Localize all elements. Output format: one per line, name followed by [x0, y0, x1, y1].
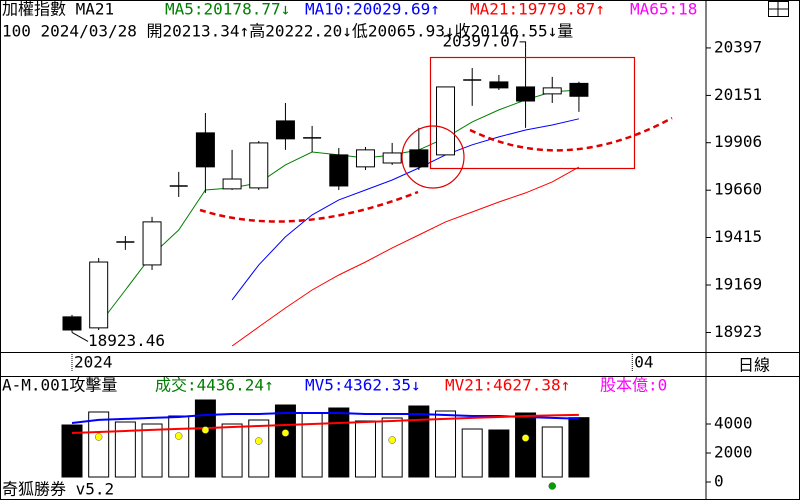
ma-line	[71, 412, 579, 424]
chart-title: 加權指數 MA21	[2, 0, 114, 19]
candle-body	[355, 149, 375, 168]
volume-bar	[488, 429, 510, 478]
y-tick-label: 20151	[714, 85, 762, 104]
volume-bar	[515, 412, 537, 478]
volume-bar	[541, 426, 563, 478]
volume-bar	[354, 420, 376, 478]
footer: 奇狐勝券 v5.2	[2, 480, 114, 499]
grid-icon[interactable]	[768, 1, 789, 17]
highlight-box	[429, 56, 636, 170]
signal-dot	[388, 436, 396, 444]
candle-body	[382, 152, 402, 164]
candle-body	[489, 81, 509, 89]
volume-bar	[274, 404, 296, 478]
candle-body	[195, 132, 215, 168]
signal-dot	[201, 426, 210, 434]
y-tick-label: 19415	[714, 227, 762, 246]
candle-body	[516, 86, 536, 102]
volume-bar	[461, 428, 483, 478]
signal-dot	[94, 433, 103, 441]
legend-entry: MA21:19779.87↑	[470, 0, 605, 19]
y-tick-label: 19906	[714, 132, 762, 151]
legend-entry: MA65:18	[630, 0, 697, 19]
candle-body	[142, 221, 162, 266]
y-tick-label: 18923	[714, 322, 762, 341]
volume-bar	[61, 424, 83, 478]
x-tick-label: 2024	[74, 353, 113, 372]
ma-line	[231, 166, 580, 347]
legend-entry: MV21:4627.38↑	[445, 376, 570, 395]
candle-body	[222, 178, 242, 190]
period-label: 日線	[738, 356, 770, 375]
trend-arc	[469, 116, 673, 152]
volume-bar	[408, 405, 430, 478]
volume-bar	[194, 399, 216, 478]
volume-bar	[88, 411, 110, 478]
volume-bar	[168, 415, 190, 478]
volume-bar	[248, 419, 270, 478]
candle-body	[249, 142, 269, 189]
volume-info: 股本億:0	[600, 376, 667, 395]
y-tick-label: 2000	[714, 443, 753, 462]
candle-body	[436, 86, 456, 156]
candle-body	[275, 120, 295, 140]
y-tick-label: 19660	[714, 180, 762, 199]
trend-arc	[199, 190, 419, 223]
legend-entry: 成交:4436.24↑	[155, 376, 274, 395]
candle-body	[409, 149, 429, 168]
y-tick-label: 4000	[714, 414, 753, 433]
ma-line	[71, 413, 579, 434]
signal-dot	[281, 429, 290, 437]
volume-bar	[328, 407, 350, 478]
x-tick-label: 04	[634, 353, 653, 372]
annotation-shapes	[199, 56, 673, 223]
signal-dot	[255, 437, 263, 445]
ma-line	[231, 118, 580, 301]
quote-info: 100 2024/03/28 開20213.34↑高20222.20↓低2006…	[2, 22, 573, 41]
price-plot	[62, 47, 589, 347]
legend-entry: MA10:20029.69↑	[305, 0, 440, 19]
volume-title: A-M.001攻擊量	[2, 376, 117, 395]
signal-dot	[521, 434, 530, 442]
volume-bar	[568, 417, 590, 478]
highlight-circle	[401, 125, 465, 189]
candle-body	[89, 261, 109, 329]
volume-bar	[381, 417, 403, 478]
signal-dot	[174, 432, 183, 440]
high-annotation: 20397.07	[442, 31, 519, 50]
volume-bar	[221, 423, 243, 478]
low-annotation: 18923.46	[88, 331, 165, 350]
candle-body	[62, 316, 82, 331]
y-tick-label: 0	[714, 472, 724, 491]
volume-bar	[435, 410, 457, 478]
volume-bar	[301, 412, 323, 478]
signal-dot	[548, 482, 556, 490]
volume-bar	[141, 423, 163, 478]
candle-body	[569, 82, 589, 97]
legend-entry: MV5:4362.35↓	[305, 376, 421, 395]
volume-bar	[114, 421, 136, 478]
legend-entry: MA5:20178.77↓	[165, 0, 290, 19]
y-tick-label: 20397	[714, 37, 762, 56]
annotation-leader	[519, 41, 527, 48]
volume-plot	[61, 399, 590, 490]
annotation-leader	[71, 331, 89, 342]
y-tick-label: 19169	[714, 275, 762, 294]
candle-body	[542, 87, 562, 95]
candle-body	[329, 154, 349, 187]
price-legend: 加權指數 MA21 MA5:20178.77↓ MA10:20029.69↑ MA21…	[2, 0, 697, 19]
